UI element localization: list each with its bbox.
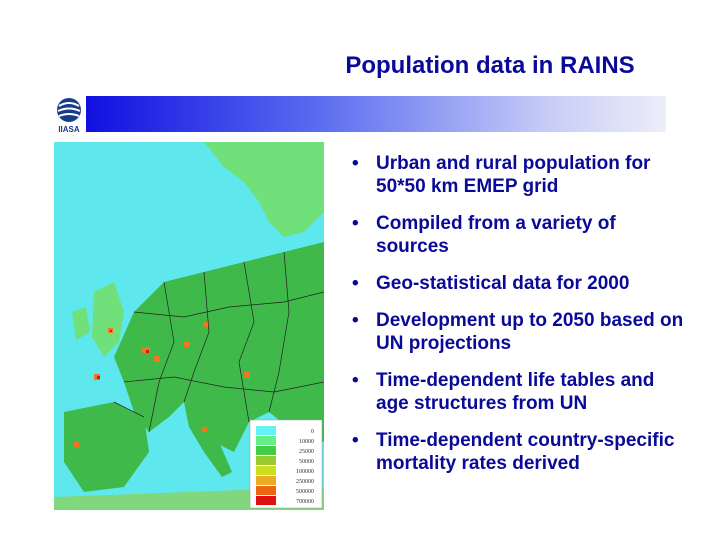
map-land-italy bbox=[184, 402, 232, 477]
legend-label: 25000 bbox=[299, 449, 314, 455]
legend-swatch bbox=[256, 436, 276, 445]
legend-swatch bbox=[256, 456, 276, 465]
map-land-iberia bbox=[64, 402, 149, 492]
population-map: 0 10000 25000 50000 100000 250000 500000 700000 bbox=[54, 142, 325, 510]
legend-swatch bbox=[256, 426, 276, 435]
legend-label: 700000 bbox=[296, 499, 314, 505]
legend-swatch bbox=[256, 496, 276, 505]
legend-label: 50000 bbox=[299, 459, 314, 465]
map-land-scandinavia bbox=[204, 142, 324, 237]
header-banner bbox=[86, 96, 666, 132]
bullet-item: Time-dependent country-specific mortalit… bbox=[346, 429, 686, 475]
map-legend: 0 10000 25000 50000 100000 250000 500000 700000 bbox=[249, 419, 323, 509]
slide-title: Population data in RAINS bbox=[345, 52, 635, 79]
bullet-item: Urban and rural population for 50*50 km … bbox=[346, 152, 686, 198]
map-land-continent bbox=[114, 242, 324, 452]
iiasa-logo: IIASA bbox=[57, 98, 81, 134]
legend-swatch bbox=[256, 486, 276, 495]
legend-label: 250000 bbox=[296, 479, 314, 485]
legend-label: 10000 bbox=[299, 439, 314, 445]
legend-label: 100000 bbox=[296, 469, 314, 475]
map-land-ireland bbox=[72, 307, 90, 340]
legend-swatch bbox=[256, 466, 276, 475]
legend-swatch bbox=[256, 476, 276, 485]
legend-swatch bbox=[256, 446, 276, 455]
map-land-britain bbox=[92, 282, 124, 357]
population-map-svg: 0 10000 25000 50000 100000 250000 500000 700000 bbox=[54, 142, 325, 510]
logo-text: IIASA bbox=[58, 125, 80, 134]
bullet-item: Geo-statistical data for 2000 bbox=[346, 272, 686, 295]
bullet-list: Urban and rural population for 50*50 km … bbox=[346, 152, 686, 489]
bullet-item: Compiled from a variety of sources bbox=[346, 212, 686, 258]
legend-label: 500000 bbox=[296, 489, 314, 495]
bullet-item: Time-dependent life tables and age struc… bbox=[346, 369, 686, 415]
map-highdensity-spots bbox=[97, 330, 149, 379]
legend-label: 0 bbox=[311, 429, 314, 435]
map-borders bbox=[113, 251, 325, 433]
bullet-item: Development up to 2050 based on UN proje… bbox=[346, 309, 686, 355]
